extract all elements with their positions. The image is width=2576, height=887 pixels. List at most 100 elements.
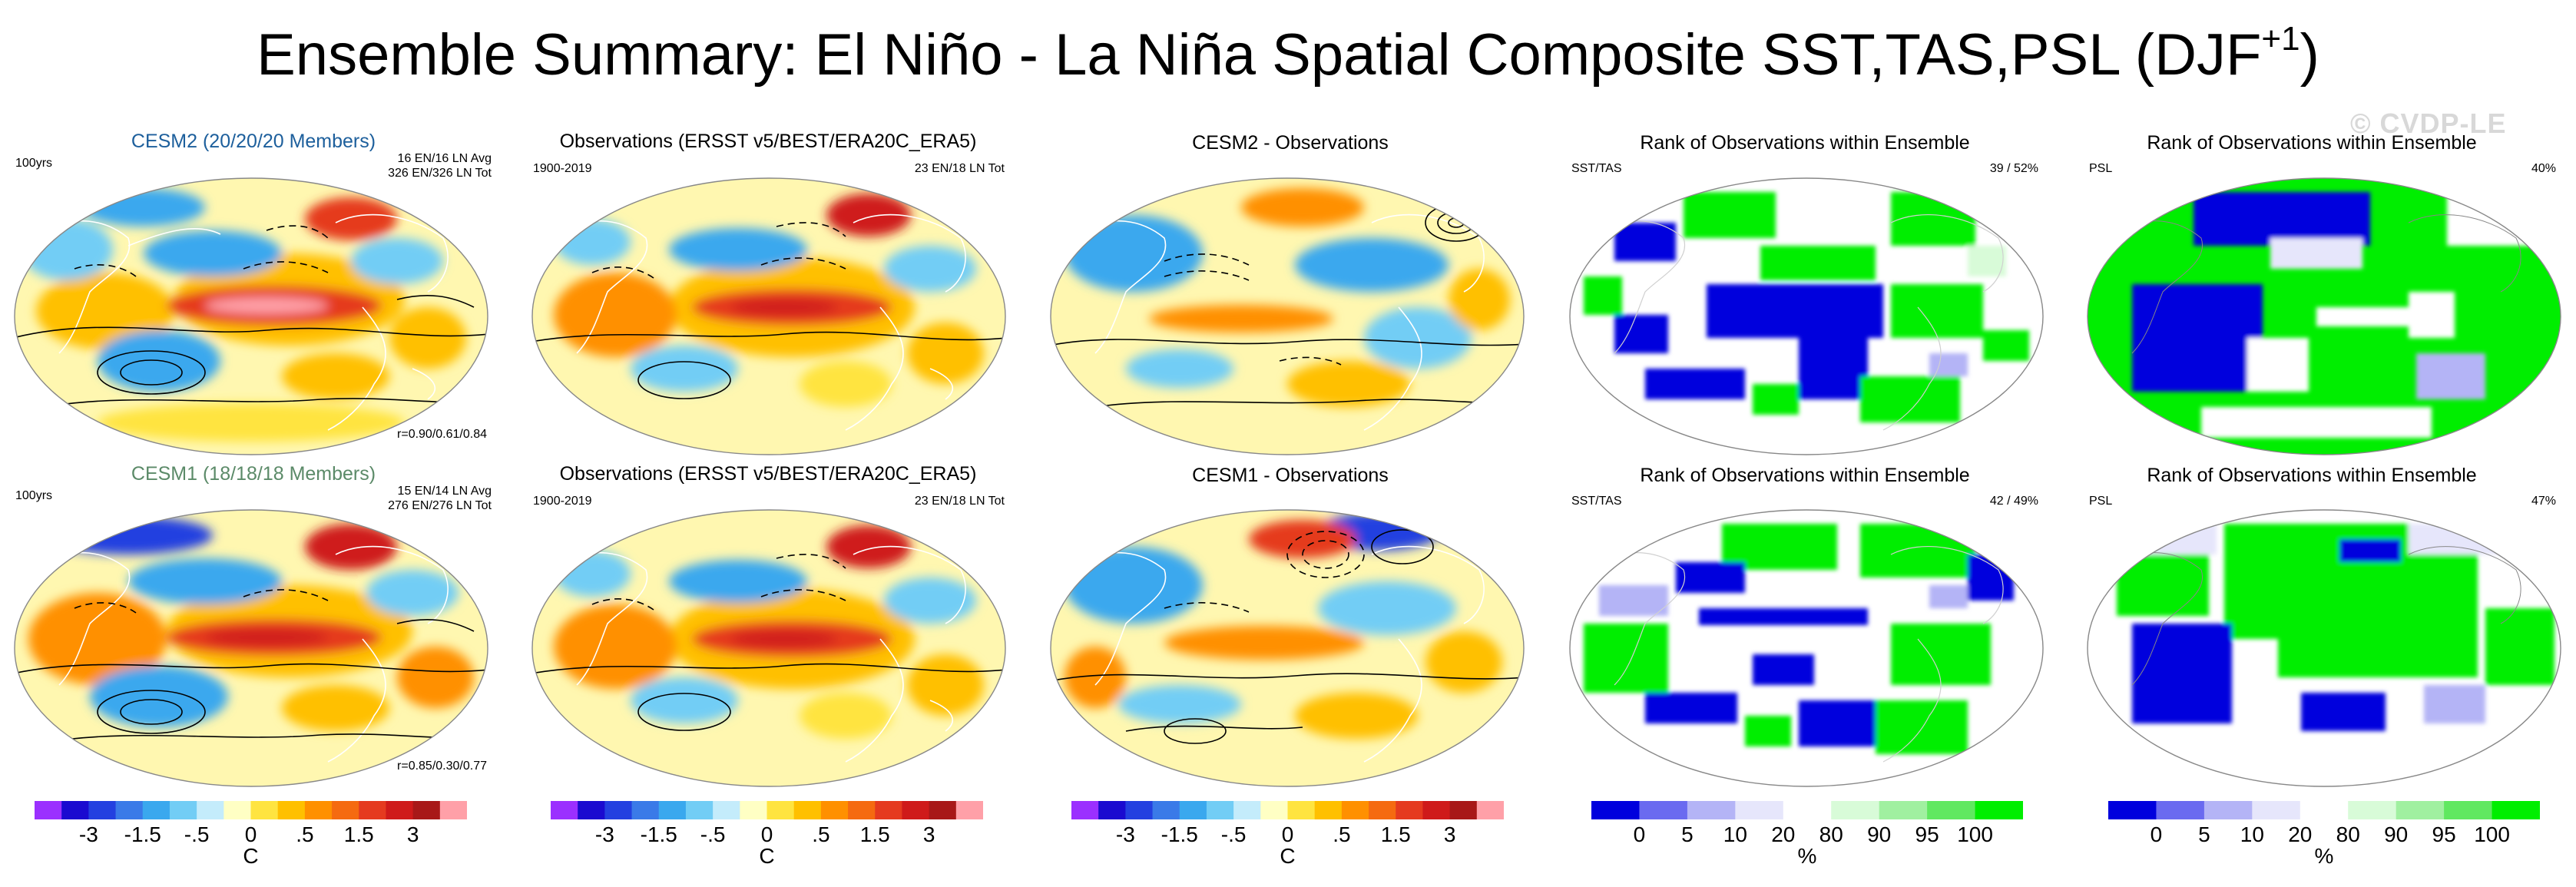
- colorbar-box-6: [2396, 801, 2445, 819]
- colorbar-box-13: [386, 801, 414, 819]
- colorbar-box-6: [197, 801, 224, 819]
- colorbar-box-1: [2156, 801, 2205, 819]
- colorbar-tick-label: 90: [1867, 822, 1892, 846]
- note-pct-r1c5: 40%: [2531, 162, 2556, 175]
- colorbar-box-3: [1152, 801, 1180, 819]
- colorbar-box-7: [2444, 801, 2493, 819]
- map-r1c2-obs-composite: [531, 177, 1006, 455]
- map-r2c3-cesm1-minus-obs: [1050, 509, 1525, 787]
- colorbar-tick-label: 20: [1771, 822, 1796, 846]
- colorbar-tick-label: 20: [2288, 822, 2313, 846]
- colorbar-tick-label: .5: [812, 822, 830, 846]
- colorbar-box-10: [1341, 801, 1369, 819]
- colorbar-box-2: [1125, 801, 1154, 819]
- colorbar-tick-label: 0: [760, 822, 773, 846]
- colorbar-tick-label: 80: [1819, 822, 1843, 846]
- colorbar-box-13: [902, 801, 930, 819]
- panel-title-r2c5: Rank of Observations within Ensemble: [2147, 465, 2477, 486]
- colorbar-tick-label: 0: [244, 822, 257, 846]
- colorbar-box-7: [1260, 801, 1289, 819]
- colorbar-box-9: [1314, 801, 1343, 819]
- colorbar-tick-label: 100: [2474, 822, 2510, 846]
- map-r1c1-cesm2-composite: [14, 177, 488, 455]
- colorbar-unit-label: C: [1280, 844, 1296, 868]
- colorbar-box-14: [412, 801, 441, 819]
- colorbar-box-4: [1179, 801, 1207, 819]
- colorbar-strip: [35, 801, 467, 819]
- note-tot-r2c1: 276 EN/276 LN Tot: [388, 499, 492, 512]
- note-tot-r1c2: 23 EN/18 LN Tot: [914, 162, 1005, 175]
- note-var-r2c5: PSL: [2089, 495, 2113, 508]
- colorbar-box-0: [1071, 801, 1099, 819]
- colorbar-box-5: [1206, 801, 1234, 819]
- colorbar-box-4: [2300, 801, 2349, 819]
- cvdp-le-watermark: © CVDP-LE: [2350, 108, 2507, 139]
- colorbar-tick-label: 0: [1633, 822, 1646, 846]
- map-r1c3-cesm2-minus-obs: [1050, 177, 1525, 455]
- colorbar-tick-label: 95: [1915, 822, 1939, 846]
- panel-title-r2c3: CESM1 - Observations: [1192, 465, 1389, 486]
- note-var-r1c5: PSL: [2089, 162, 2113, 175]
- colorbar-box-15: [439, 801, 467, 819]
- colorbar-tick-label: 5: [2198, 822, 2210, 846]
- note-avg-r2c1: 15 EN/14 LN Avg: [397, 485, 492, 498]
- colorbar-rank-1: 0 5 10 20 80 90 95 100%: [1591, 801, 2023, 885]
- colorbar-box-8: [2492, 801, 2540, 819]
- colorbar-box-4: [658, 801, 687, 819]
- note-var-r2c4: SST/TAS: [1571, 495, 1622, 508]
- colorbar-tick-label: -1.5: [640, 822, 677, 846]
- colorbar-tick-label: -1.5: [1161, 822, 1198, 846]
- colorbar-tick-label: .5: [296, 822, 314, 846]
- colorbar-box-5: [685, 801, 714, 819]
- colorbar-box-0: [2108, 801, 2157, 819]
- map-r2c4-rank-sst-tas: [1569, 509, 2044, 787]
- colorbar-temperature-3: -3 -1.5 -.5 0 .5 1.5 3 C: [1071, 801, 1504, 885]
- colorbar-box-14: [929, 801, 957, 819]
- colorbar-unit-label: %: [1797, 844, 1817, 868]
- colorbar-tick-label: -.5: [1220, 822, 1247, 846]
- panel-title-r1c5: Rank of Observations within Ensemble: [2147, 132, 2477, 154]
- colorbar-box-5: [1831, 801, 1880, 819]
- colorbar-tick-label: -3: [1115, 822, 1135, 846]
- colorbar-box-13: [1422, 801, 1451, 819]
- note-years-r1c2: 1900-2019: [533, 162, 592, 175]
- colorbar-strip: [1591, 801, 2023, 819]
- colorbar-tick-label: 95: [2432, 822, 2456, 846]
- note-years-r1c1: 100yrs: [15, 157, 53, 170]
- colorbar-tick-label: 3: [922, 822, 935, 846]
- colorbar-box-2: [1687, 801, 1736, 819]
- colorbar-box-3: [631, 801, 660, 819]
- note-corr-r1c1: r=0.90/0.61/0.84: [397, 428, 487, 441]
- colorbar-box-0: [35, 801, 62, 819]
- colorbar-box-11: [848, 801, 876, 819]
- colorbar-box-12: [875, 801, 903, 819]
- colorbar-tick-label: -.5: [700, 822, 726, 846]
- map-r2c5-rank-psl: [2087, 509, 2561, 787]
- colorbar-box-1: [1639, 801, 1688, 819]
- colorbar-tick-label: .5: [1333, 822, 1351, 846]
- colorbar-box-3: [115, 801, 144, 819]
- colorbar-tick-label: 10: [1723, 822, 1747, 846]
- colorbar-box-11: [332, 801, 359, 819]
- colorbar-box-6: [1233, 801, 1261, 819]
- note-var-r1c4: SST/TAS: [1571, 162, 1622, 175]
- colorbar-box-9: [793, 801, 822, 819]
- colorbar-tick-label: 1.5: [859, 822, 890, 846]
- colorbar-unit-label: C: [243, 844, 259, 868]
- colorbar-box-3: [2252, 801, 2301, 819]
- colorbar-tick-label: 100: [1957, 822, 1993, 846]
- colorbar-tick-label: -3: [78, 822, 98, 846]
- note-avg-r1c1: 16 EN/16 LN Avg: [397, 152, 492, 165]
- colorbar-box-7: [1927, 801, 1976, 819]
- colorbar-tick-label: 1.5: [343, 822, 374, 846]
- colorbar-box-15: [1476, 801, 1504, 819]
- colorbar-tick-label: 10: [2240, 822, 2264, 846]
- note-tot-r2c2: 23 EN/18 LN Tot: [914, 495, 1005, 508]
- colorbar-box-12: [359, 801, 387, 819]
- colorbar-box-2: [2204, 801, 2253, 819]
- figure-title: Ensemble Summary: El Niño - La Niña Spat…: [257, 20, 2319, 88]
- colorbar-unit-label: %: [2314, 844, 2334, 868]
- note-years-r2c2: 1900-2019: [533, 495, 592, 508]
- map-r2c2-obs-composite: [531, 509, 1006, 787]
- colorbar-box-2: [88, 801, 117, 819]
